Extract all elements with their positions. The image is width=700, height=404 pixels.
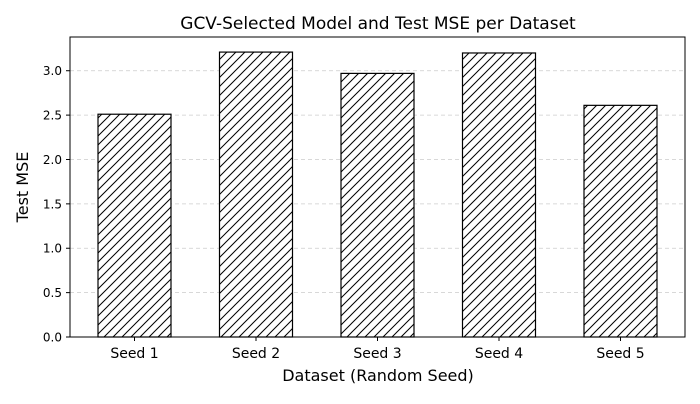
bar-seed-1 <box>97 113 172 338</box>
x-tick-label: Seed 3 <box>353 346 401 362</box>
x-tick-label: Seed 2 <box>232 346 280 362</box>
bars <box>97 51 658 338</box>
y-axis-label: Test MSE <box>13 152 32 224</box>
x-tick-label: Seed 1 <box>110 346 158 362</box>
x-axis-label: Dataset (Random Seed) <box>282 366 474 385</box>
y-tick-label: 1.0 <box>43 242 62 256</box>
y-tick-label: 0.0 <box>43 331 62 345</box>
y-tick-label: 3.0 <box>43 64 62 78</box>
y-axis: 0.0 0.5 1.0 1.5 2.0 2.5 3.0 <box>43 64 70 345</box>
bar-seed-2 <box>218 51 294 338</box>
bar-seed-4 <box>461 52 537 338</box>
y-tick-label: 2.5 <box>43 109 62 123</box>
bar-seed-3 <box>340 72 415 338</box>
y-tick-label: 1.5 <box>43 197 62 211</box>
bar-seed-5 <box>583 104 658 338</box>
x-tick-label: Seed 4 <box>475 346 523 362</box>
x-axis: Seed 1 Seed 2 Seed 3 Seed 4 Seed 5 <box>110 337 645 362</box>
x-tick-label: Seed 5 <box>596 346 644 362</box>
y-tick-label: 2.0 <box>43 153 62 167</box>
y-tick-label: 0.5 <box>43 286 62 300</box>
chart-title: GCV-Selected Model and Test MSE per Data… <box>180 14 576 34</box>
